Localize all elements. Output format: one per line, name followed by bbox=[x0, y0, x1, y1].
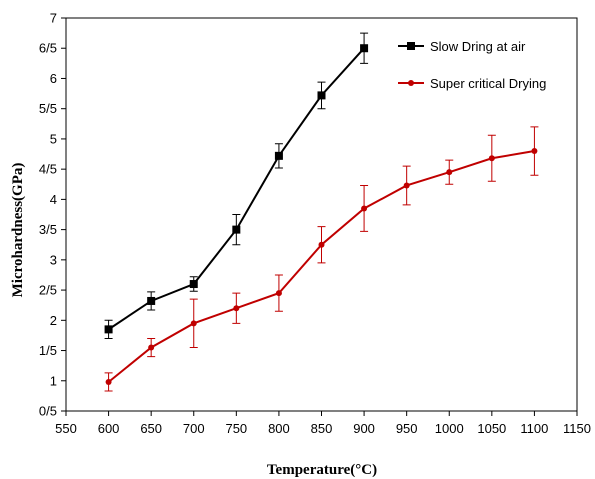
data-point bbox=[104, 325, 113, 334]
y-tick-label: 1/5 bbox=[39, 343, 57, 358]
legend-label: Slow Dring at air bbox=[430, 39, 526, 54]
x-tick-label: 950 bbox=[396, 421, 418, 436]
y-tick-label: 4 bbox=[50, 192, 57, 207]
legend-marker bbox=[407, 42, 415, 50]
x-tick-label: 1150 bbox=[563, 421, 591, 436]
x-axis: 550 600 650 700 750 800 850 900 950 1000 1050 1100 1… bbox=[55, 411, 591, 436]
series-line bbox=[107, 150, 535, 383]
y-tick-label: 0/5 bbox=[39, 404, 57, 419]
data-point bbox=[317, 91, 326, 100]
data-point bbox=[233, 305, 240, 312]
x-tick-label: 600 bbox=[98, 421, 120, 436]
data-point bbox=[189, 280, 198, 289]
legend-label: Super critical Drying bbox=[430, 76, 546, 91]
x-tick-label: 1000 bbox=[435, 421, 464, 436]
data-point bbox=[360, 44, 369, 53]
x-tick-label: 850 bbox=[311, 421, 333, 436]
y-tick-label: 2/5 bbox=[39, 283, 57, 298]
x-tick-label: 800 bbox=[268, 421, 290, 436]
y-tick-label: 4/5 bbox=[39, 162, 57, 177]
legend-marker bbox=[408, 80, 414, 86]
data-point bbox=[403, 182, 410, 189]
x-tick-label: 750 bbox=[225, 421, 247, 436]
data-point bbox=[190, 320, 197, 327]
data-point bbox=[274, 151, 283, 160]
series-2 bbox=[104, 126, 539, 392]
y-tick-label: 7 bbox=[50, 11, 57, 26]
data-point bbox=[361, 205, 368, 212]
y-axis-title: Microhardness(GPa) bbox=[10, 163, 26, 298]
y-tick-label: 3 bbox=[50, 252, 57, 267]
x-tick-label: 900 bbox=[353, 421, 375, 436]
x-tick-label: 650 bbox=[140, 421, 162, 436]
data-point bbox=[148, 344, 155, 351]
legend-item: Slow Dring at air bbox=[398, 39, 526, 54]
y-tick-label: 5 bbox=[50, 131, 57, 146]
series-line bbox=[108, 47, 365, 331]
series-layer bbox=[104, 32, 539, 392]
data-point bbox=[232, 225, 241, 234]
x-tick-label: 1100 bbox=[520, 421, 548, 436]
data-point bbox=[488, 155, 495, 162]
data-point bbox=[318, 241, 325, 248]
x-tick-label: 700 bbox=[183, 421, 205, 436]
data-point bbox=[531, 148, 538, 155]
y-tick-label: 6/5 bbox=[39, 41, 57, 56]
series-1 bbox=[104, 32, 369, 339]
x-tick-label: 550 bbox=[55, 421, 77, 436]
y-axis: 0/5 1 1/5 2 2/5 3 3/5 4 4/5 5 5/5 6 6/5 7 bbox=[39, 11, 66, 419]
data-point bbox=[105, 378, 112, 385]
data-point bbox=[275, 290, 282, 297]
legend: Slow Dring at air Super critical Drying bbox=[398, 39, 546, 91]
data-point bbox=[446, 169, 453, 176]
data-point bbox=[147, 296, 156, 305]
y-tick-label: 5/5 bbox=[39, 101, 57, 116]
x-tick-label: 1050 bbox=[477, 421, 506, 436]
y-tick-label: 3/5 bbox=[39, 222, 57, 237]
y-tick-label: 2 bbox=[50, 313, 57, 328]
y-tick-label: 6 bbox=[50, 71, 57, 86]
legend-item: Super critical Drying bbox=[398, 76, 546, 91]
x-axis-title: Temperature(°C) bbox=[267, 462, 377, 478]
y-tick-label: 1 bbox=[50, 373, 57, 388]
